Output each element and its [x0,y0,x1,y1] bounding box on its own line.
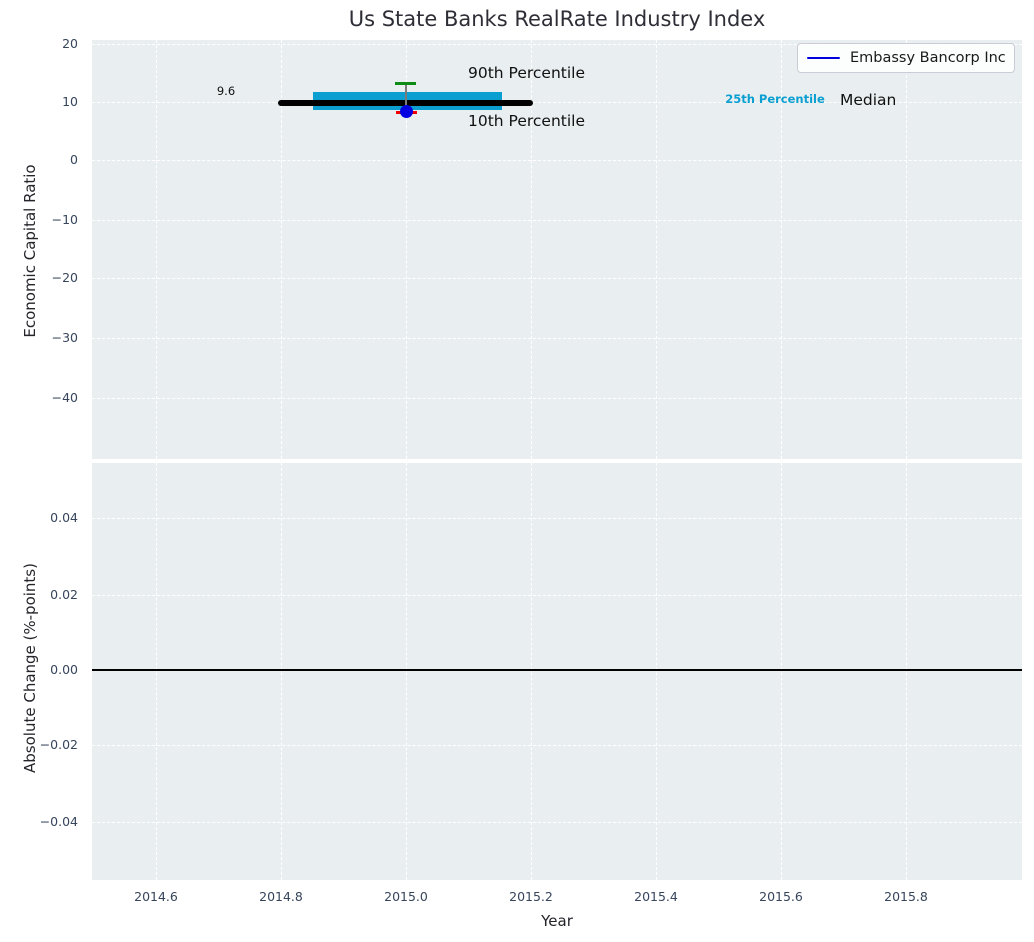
p90-whisker-cap [395,82,416,85]
xtick: 2015.6 [759,889,803,904]
gridline-horizontal [92,278,1022,279]
gridline-horizontal [92,822,1022,823]
gridline-vertical [781,463,782,880]
gridline-vertical [531,463,532,880]
xtick: 2014.8 [259,889,303,904]
ytick-bottom: −0.02 [39,737,78,752]
ytick-top: −40 [51,390,78,405]
gridline-horizontal [92,398,1022,399]
gridline-vertical [656,40,657,459]
ytick-top: −20 [51,270,78,285]
gridline-vertical [906,40,907,459]
gridline-vertical [406,40,407,459]
top-y-axis-label: Economic Capital Ratio [21,164,39,338]
legend-line-sample [807,56,840,60]
legend-label: Embassy Bancorp Inc [850,50,1006,66]
x-axis-label: Year [541,912,573,930]
percentile-whisker-line [405,83,407,114]
gridline-horizontal [92,595,1022,596]
company-data-point [400,105,413,118]
bottom-y-axis-label: Absolute Change (%-points) [21,563,39,773]
median-value-annotation: 9.6 [216,84,236,98]
xtick: 2015.2 [509,889,553,904]
ytick-top: 20 [62,36,78,51]
gridline-horizontal [92,160,1022,161]
gridline-horizontal [92,44,1022,45]
gridline-vertical [656,463,657,880]
p90-annotation: 90th Percentile [468,64,586,82]
xtick: 2015.0 [384,889,428,904]
gridline-horizontal [92,220,1022,221]
gridline-vertical [531,40,532,459]
ytick-top: −10 [51,212,78,227]
gridline-vertical [906,463,907,880]
ytick-top: 10 [62,94,78,109]
xtick: 2015.4 [634,889,678,904]
gridline-horizontal [92,745,1022,746]
chart-title: Us State Banks RealRate Industry Index [348,7,766,31]
gridline-vertical [281,463,282,880]
gridline-vertical [156,40,157,459]
xtick: 2015.8 [884,889,928,904]
median-annotation: Median [840,91,897,109]
ytick-bottom: 0.04 [50,510,78,525]
zero-change-line [92,669,1022,671]
gridline-vertical [156,463,157,880]
ytick-top: −30 [51,330,78,345]
top-axes-economic-capital-ratio: 9.6 90th Percentile 10th Percentile 25th… [92,40,1022,459]
legend: Embassy Bancorp Inc [797,43,1015,73]
gridline-vertical [781,40,782,459]
gridline-horizontal [92,102,1022,103]
p10-annotation: 10th Percentile [468,112,586,130]
ytick-bottom: −0.04 [39,814,78,829]
ytick-bottom: 0.00 [50,662,78,677]
gridline-horizontal [92,518,1022,519]
xtick: 2014.6 [134,889,178,904]
ytick-bottom: 0.02 [50,587,78,602]
p25-annotation: 25th Percentile [725,92,825,106]
gridline-vertical [406,463,407,880]
ytick-top: 0 [70,152,78,167]
gridline-vertical [281,40,282,459]
bottom-axes-absolute-change [92,463,1022,880]
gridline-horizontal [92,338,1022,339]
